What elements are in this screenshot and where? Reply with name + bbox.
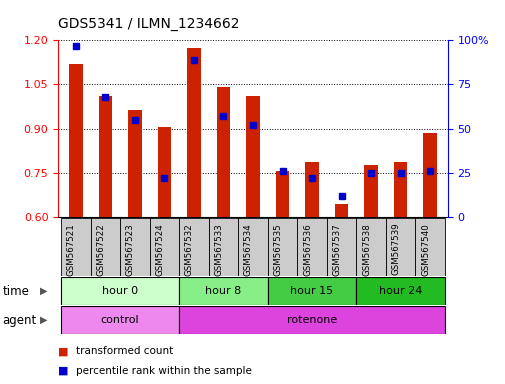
Text: rotenone: rotenone [286, 315, 336, 325]
Text: GSM567533: GSM567533 [214, 223, 223, 276]
Text: GSM567539: GSM567539 [391, 223, 400, 275]
Bar [326, 218, 356, 276]
Text: ■: ■ [58, 346, 69, 356]
Text: percentile rank within the sample: percentile rank within the sample [76, 366, 251, 376]
Bar [98, 96, 112, 217]
Text: GSM567532: GSM567532 [185, 223, 193, 276]
Bar [217, 88, 230, 217]
Bar [128, 109, 141, 217]
Bar [179, 218, 208, 276]
Bar [385, 218, 415, 276]
Bar [120, 218, 149, 276]
Text: time: time [3, 285, 29, 298]
Text: GSM567534: GSM567534 [243, 223, 252, 276]
Bar [90, 218, 120, 276]
Bar [187, 48, 200, 217]
Bar [208, 218, 238, 276]
Text: ▶: ▶ [39, 286, 47, 296]
Text: hour 15: hour 15 [290, 286, 333, 296]
Bar [149, 218, 179, 276]
Bar [238, 218, 267, 276]
Bar [356, 277, 444, 305]
Bar [246, 96, 259, 217]
Text: ▶: ▶ [39, 315, 47, 325]
Text: control: control [100, 315, 139, 325]
Bar [69, 64, 82, 217]
Text: GSM567535: GSM567535 [273, 223, 282, 276]
Bar [61, 306, 179, 334]
Bar [267, 218, 296, 276]
Bar [393, 162, 407, 217]
Text: GSM567538: GSM567538 [362, 223, 370, 276]
Text: agent: agent [3, 314, 37, 326]
Bar [423, 133, 436, 217]
Bar [267, 277, 356, 305]
Text: hour 8: hour 8 [205, 286, 241, 296]
Bar [415, 218, 444, 276]
Text: GDS5341 / ILMN_1234662: GDS5341 / ILMN_1234662 [58, 17, 239, 31]
Text: GSM567524: GSM567524 [155, 223, 164, 276]
Bar [179, 277, 267, 305]
Bar [334, 204, 347, 217]
Bar [275, 171, 288, 217]
Bar [61, 218, 90, 276]
Text: GSM567523: GSM567523 [126, 223, 135, 276]
Text: GSM567537: GSM567537 [332, 223, 341, 276]
Text: GSM567536: GSM567536 [302, 223, 312, 276]
Text: GSM567540: GSM567540 [420, 223, 429, 276]
Text: transformed count: transformed count [76, 346, 173, 356]
Bar [305, 162, 318, 217]
Text: ■: ■ [58, 366, 69, 376]
Bar [297, 218, 326, 276]
Text: hour 0: hour 0 [102, 286, 138, 296]
Text: GSM567522: GSM567522 [96, 223, 105, 276]
Bar [364, 166, 377, 217]
Bar [179, 306, 444, 334]
Bar [61, 277, 179, 305]
Bar [356, 218, 385, 276]
Bar [158, 127, 171, 217]
Text: hour 24: hour 24 [378, 286, 422, 296]
Text: GSM567521: GSM567521 [67, 223, 76, 276]
